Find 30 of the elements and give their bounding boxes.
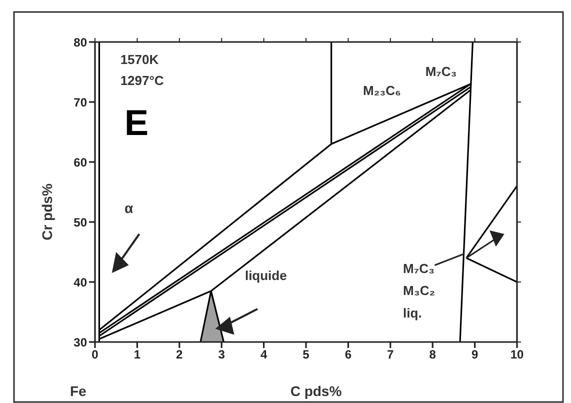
x-tick-label: 8: [429, 348, 436, 362]
annotation: M₇C₃: [425, 64, 457, 80]
text: Fe: [70, 383, 87, 399]
annotation: E: [124, 102, 149, 143]
x-tick-label: 10: [510, 348, 524, 362]
annotation: M₂₃C₆: [363, 82, 402, 98]
y-tick-label: 60: [74, 155, 88, 170]
x-tick-label: 1: [134, 348, 141, 362]
y-axis-title: Cr pds%: [39, 183, 55, 240]
x-tick-label: 7: [387, 348, 394, 362]
y-tick-label: 30: [74, 335, 88, 350]
x-tick-label: 3: [218, 348, 226, 362]
annotation: 1570K: [120, 52, 160, 68]
x-tick-label: 0: [92, 348, 99, 362]
x-tick-label: 9: [471, 348, 478, 362]
annotation: liq.: [403, 305, 422, 320]
annotation: α: [124, 200, 134, 216]
y-tick-label: 40: [74, 275, 88, 290]
y-tick-label: 50: [74, 215, 88, 230]
y-tick-label: 80: [74, 35, 88, 50]
annotation: 1297°C: [120, 73, 164, 88]
x-axis-title: C pds%: [290, 383, 342, 399]
annotation: liquide: [244, 268, 287, 284]
x-tick-label: 4: [260, 348, 268, 362]
y-tick-label: 70: [74, 95, 88, 110]
x-tick-label: 6: [344, 348, 352, 362]
x-tick-label: 5: [302, 348, 310, 362]
annotation: M₃C₂: [403, 283, 436, 298]
annotation: M₇C₃: [403, 261, 434, 276]
x-tick-label: 2: [176, 348, 184, 362]
